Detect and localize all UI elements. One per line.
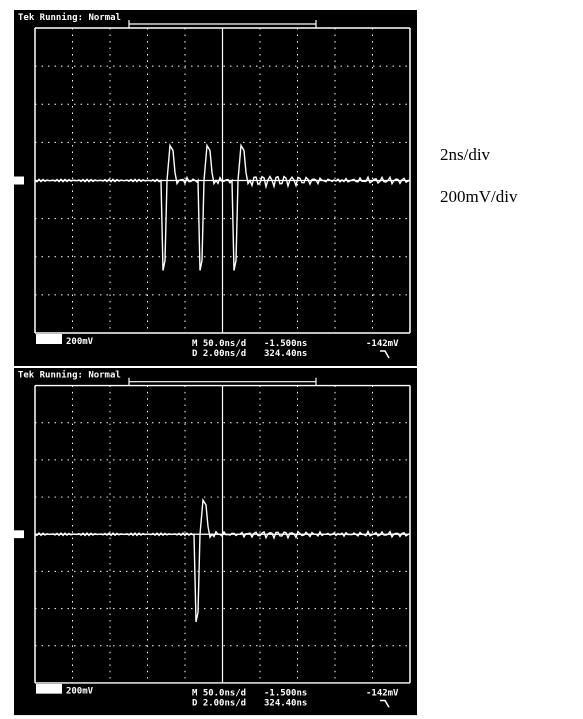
trigger-position: -1.500ns (264, 689, 307, 699)
ground-marker (14, 530, 24, 538)
trigger-level: -142mV (366, 689, 399, 699)
trigger-position: -1.500ns (264, 339, 307, 349)
screen-background (14, 10, 417, 366)
trigger-level: -142mV (366, 339, 399, 349)
channel-scale: 200mV (66, 687, 94, 697)
status-header: Tek Running: Normal (18, 12, 121, 23)
screen-background (14, 368, 417, 715)
delay-timebase: D 2.00ns/d (192, 698, 246, 708)
record-position: 324.40ns (264, 349, 307, 359)
main-timebase: M 50.0ns/d (192, 689, 246, 699)
voltage-scale: 200mV/div (440, 187, 518, 206)
channel-scale: 200mV (66, 337, 94, 347)
scope-screen: Tek Running: Normal 200mV M 50.0ns/dD 2.00… (14, 368, 417, 715)
record-position: 324.40ns (264, 698, 307, 708)
ground-marker (14, 177, 24, 185)
channel-marker (36, 684, 62, 694)
page: Tek Running: Normal200mVM 50.0ns/dD 2.00… (0, 0, 583, 719)
main-timebase: M 50.0ns/d (192, 339, 246, 349)
channel-marker (36, 334, 62, 344)
time-scale: 2ns/div (440, 145, 491, 164)
delay-timebase: D 2.00ns/d (192, 349, 246, 359)
status-header: Tek Running: Normal (18, 370, 121, 381)
scope-screen: Tek Running: Normal 200mV M 50.0ns/dD 2.00… (14, 10, 417, 366)
